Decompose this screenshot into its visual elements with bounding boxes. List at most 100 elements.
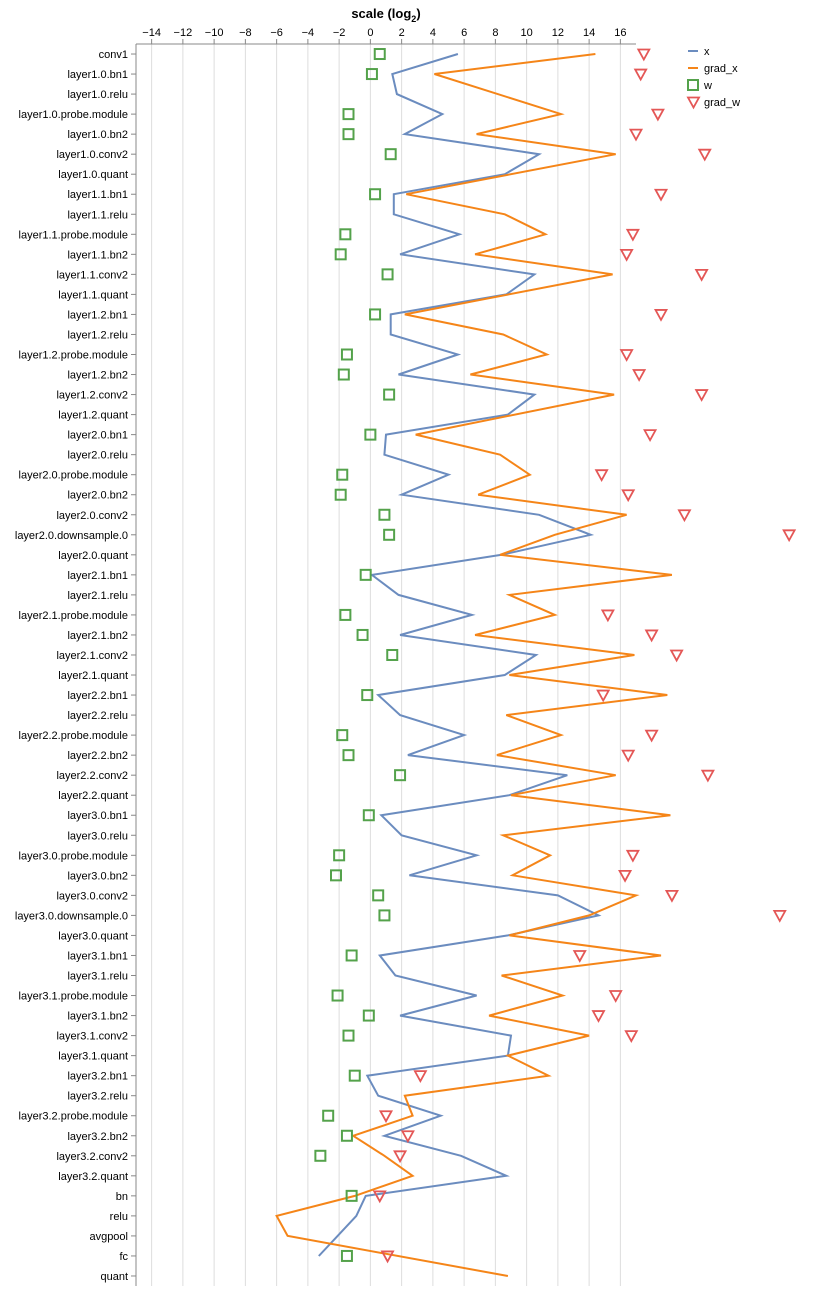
y-tick-label: layer1.2.relu — [67, 329, 128, 341]
y-tick-label: layer3.2.relu — [67, 1091, 128, 1103]
y-tick-label: layer2.1.bn1 — [67, 570, 128, 582]
point-grad_w — [625, 849, 640, 863]
point-w — [359, 568, 372, 581]
point-w — [339, 608, 352, 621]
point-grad_w — [618, 869, 633, 883]
y-tick-label: layer3.0.probe.module — [19, 850, 128, 862]
y-tick-label: layer3.2.conv2 — [56, 1151, 128, 1163]
point-w — [348, 1069, 361, 1082]
point-w — [336, 729, 349, 742]
y-tick-label: avgpool — [89, 1231, 128, 1243]
point-w — [337, 368, 350, 381]
point-grad_w — [697, 148, 712, 162]
y-tick-label: layer2.0.probe.module — [19, 470, 128, 482]
y-tick-label: layer2.1.relu — [67, 590, 128, 602]
y-tick-label: layer2.2.probe.module — [19, 730, 128, 742]
y-tick-label: conv1 — [99, 49, 128, 61]
point-grad_w — [664, 889, 679, 903]
point-grad_w — [380, 1250, 395, 1264]
y-tick-label: layer3.1.bn2 — [67, 1011, 128, 1023]
y-tick-label: layer2.1.quant — [58, 670, 128, 682]
y-tick-label: relu — [110, 1211, 128, 1223]
point-w — [362, 809, 375, 822]
point-w — [378, 508, 391, 521]
point-grad_w — [650, 108, 665, 122]
y-tick-label: layer1.2.bn1 — [67, 309, 128, 321]
y-tick-label: layer1.2.bn2 — [67, 370, 128, 382]
x-tick-label: 2 — [399, 27, 405, 39]
y-tick-label: layer3.0.bn1 — [67, 810, 128, 822]
legend-symbol-w — [687, 79, 699, 91]
point-grad_w — [644, 729, 659, 743]
y-tick-label: layer1.1.bn1 — [67, 189, 128, 201]
point-grad_w — [653, 188, 669, 202]
point-grad_w — [378, 1110, 394, 1124]
y-tick-label: layer3.1.conv2 — [56, 1031, 128, 1043]
point-grad_w — [643, 429, 658, 442]
legend-label-w: w — [703, 80, 712, 92]
point-grad_w — [413, 1070, 428, 1084]
y-tick-label: layer3.0.downsample.0 — [15, 910, 128, 922]
point-w — [314, 1149, 327, 1162]
point-w — [342, 108, 355, 121]
y-tick-label: layer1.2.conv2 — [56, 390, 128, 402]
point-grad_w — [624, 1030, 639, 1043]
point-grad_w — [782, 529, 797, 543]
point-grad_w — [644, 629, 659, 643]
y-tick-label: layer1.1.conv2 — [56, 269, 128, 281]
point-w — [362, 1009, 375, 1022]
legend-symbol-grad_w — [686, 96, 701, 110]
point-w — [369, 308, 382, 321]
x-tick-label: 0 — [367, 27, 373, 39]
y-tick-label: layer2.2.bn1 — [67, 690, 128, 702]
plot-area — [275, 48, 797, 1277]
x-tick-label: −14 — [142, 27, 161, 39]
point-w — [383, 388, 396, 401]
x-tick-label: 6 — [461, 27, 467, 39]
point-grad_w — [677, 509, 692, 523]
point-grad_w — [619, 248, 634, 262]
point-grad_w — [632, 369, 647, 382]
y-tick-label: layer2.1.bn2 — [67, 630, 128, 642]
point-grad_w — [596, 689, 611, 703]
point-w — [340, 1129, 353, 1142]
x-tick-label: 4 — [430, 27, 436, 39]
point-grad_w — [636, 48, 651, 62]
y-tick-label: layer1.0.bn2 — [67, 129, 128, 141]
x-tick-label: 14 — [583, 27, 595, 39]
y-tick-label: layer1.1.relu — [67, 209, 128, 221]
y-tick-label: bn — [116, 1191, 128, 1203]
point-w — [339, 228, 352, 241]
x-tick-label: −6 — [270, 27, 283, 39]
point-grad_w — [633, 68, 648, 82]
y-tick-label: layer3.2.bn1 — [67, 1071, 128, 1083]
x-tick-label: 16 — [614, 27, 626, 39]
point-grad_w — [591, 1010, 606, 1023]
y-tick-label: layer2.0.bn2 — [67, 490, 128, 502]
y-tick-label: layer3.0.conv2 — [56, 890, 128, 902]
point-w — [342, 749, 355, 762]
y-tick-label: layer1.0.probe.module — [19, 109, 128, 121]
y-tick-label: layer3.1.probe.module — [19, 991, 128, 1003]
point-w — [345, 949, 358, 962]
y-tick-label: layer1.0.relu — [67, 89, 128, 101]
series-line-grad_x — [275, 53, 673, 1277]
x-tick-label: 8 — [492, 27, 498, 39]
legend-label-grad_w: grad_w — [704, 97, 740, 109]
point-w — [384, 148, 397, 161]
point-w — [342, 1029, 355, 1042]
point-w — [365, 68, 378, 81]
point-grad_w — [625, 228, 640, 242]
x-axis: −14 −12 −10 −8 −6 −4 −2 0 2 4 6 8 10 12 14 16 scale (log… — [135, 6, 636, 1286]
point-grad_w — [572, 950, 587, 963]
point-grad_w — [608, 990, 623, 1003]
y-axis: conv1 layer1.0.bn1 layer1.0.relu layer1.0.p… — [15, 49, 136, 1283]
legend: x grad_xw grad_w — [686, 46, 740, 110]
x-axis-title: scale (log2) — [351, 6, 420, 24]
point-w — [383, 528, 396, 541]
y-tick-label: layer3.1.bn1 — [67, 950, 128, 962]
y-tick-label: layer1.1.bn2 — [67, 249, 128, 261]
series-line-x — [318, 53, 602, 1257]
y-tick-label: layer1.1.probe.module — [19, 229, 128, 241]
